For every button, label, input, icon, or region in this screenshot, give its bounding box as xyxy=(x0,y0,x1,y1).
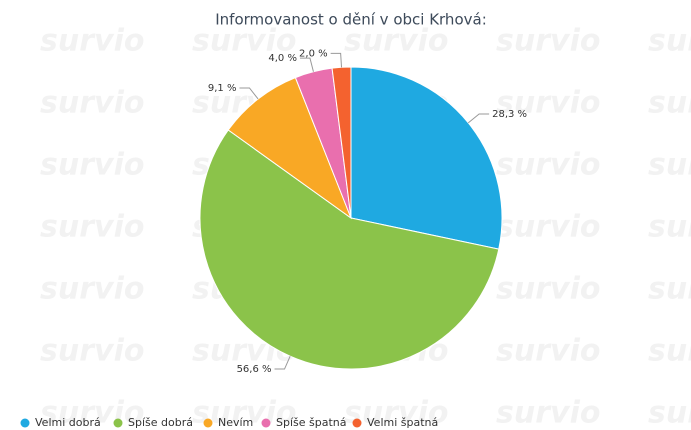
watermark: survio xyxy=(496,272,600,307)
watermark: survio xyxy=(344,24,448,59)
watermark: survio xyxy=(40,272,144,307)
watermark: survio xyxy=(648,272,691,307)
pie-slice xyxy=(331,66,352,219)
legend-label: Velmi dobrá xyxy=(35,416,101,429)
watermark: survio xyxy=(40,148,144,183)
watermark: survio xyxy=(648,148,691,183)
watermark: survio xyxy=(496,334,600,369)
watermark: survio xyxy=(344,396,448,430)
legend-label: Velmi špatná xyxy=(367,416,438,429)
legend-marker xyxy=(20,418,30,428)
legend-marker xyxy=(352,418,362,428)
legend-marker xyxy=(261,418,271,428)
watermark: survio xyxy=(496,86,600,121)
leader-line xyxy=(299,57,314,72)
data-label: 28,3 % xyxy=(492,109,527,120)
leader-line xyxy=(467,113,490,124)
watermark: survio xyxy=(496,210,600,245)
legend-label: Nevím xyxy=(218,416,253,429)
pie-slice xyxy=(199,129,500,370)
watermark: survio xyxy=(648,24,691,59)
watermark: survio xyxy=(192,24,296,59)
watermark: survio xyxy=(648,334,691,369)
legend-marker xyxy=(203,418,213,428)
legend-marker xyxy=(113,418,123,428)
watermark: survio xyxy=(648,210,691,245)
leader-line xyxy=(239,87,259,100)
watermark: survio xyxy=(496,24,600,59)
watermark: survio xyxy=(496,148,600,183)
watermark: survio xyxy=(40,86,144,121)
legend-label: Spíše špatná xyxy=(276,416,347,429)
chart-title: Informovanost o dění v obci Krhová: xyxy=(215,11,487,29)
data-label: 9,1 % xyxy=(208,83,237,94)
legend-label: Spíše dobrá xyxy=(128,416,193,429)
watermark: survio xyxy=(648,86,691,121)
data-label: 4,0 % xyxy=(268,53,297,64)
watermark: survio xyxy=(648,396,691,430)
leader-line xyxy=(330,52,343,68)
data-label: 2,0 % xyxy=(299,48,328,59)
watermark: survio xyxy=(40,24,144,59)
data-label: 56,6 % xyxy=(237,364,272,375)
leader-line xyxy=(274,355,291,370)
watermark: survio xyxy=(496,396,600,430)
pie-slice xyxy=(227,76,353,220)
pie-slice xyxy=(350,66,503,250)
watermark: survio xyxy=(40,210,144,245)
watermark: survio xyxy=(40,396,144,430)
watermark: survio xyxy=(40,334,144,369)
